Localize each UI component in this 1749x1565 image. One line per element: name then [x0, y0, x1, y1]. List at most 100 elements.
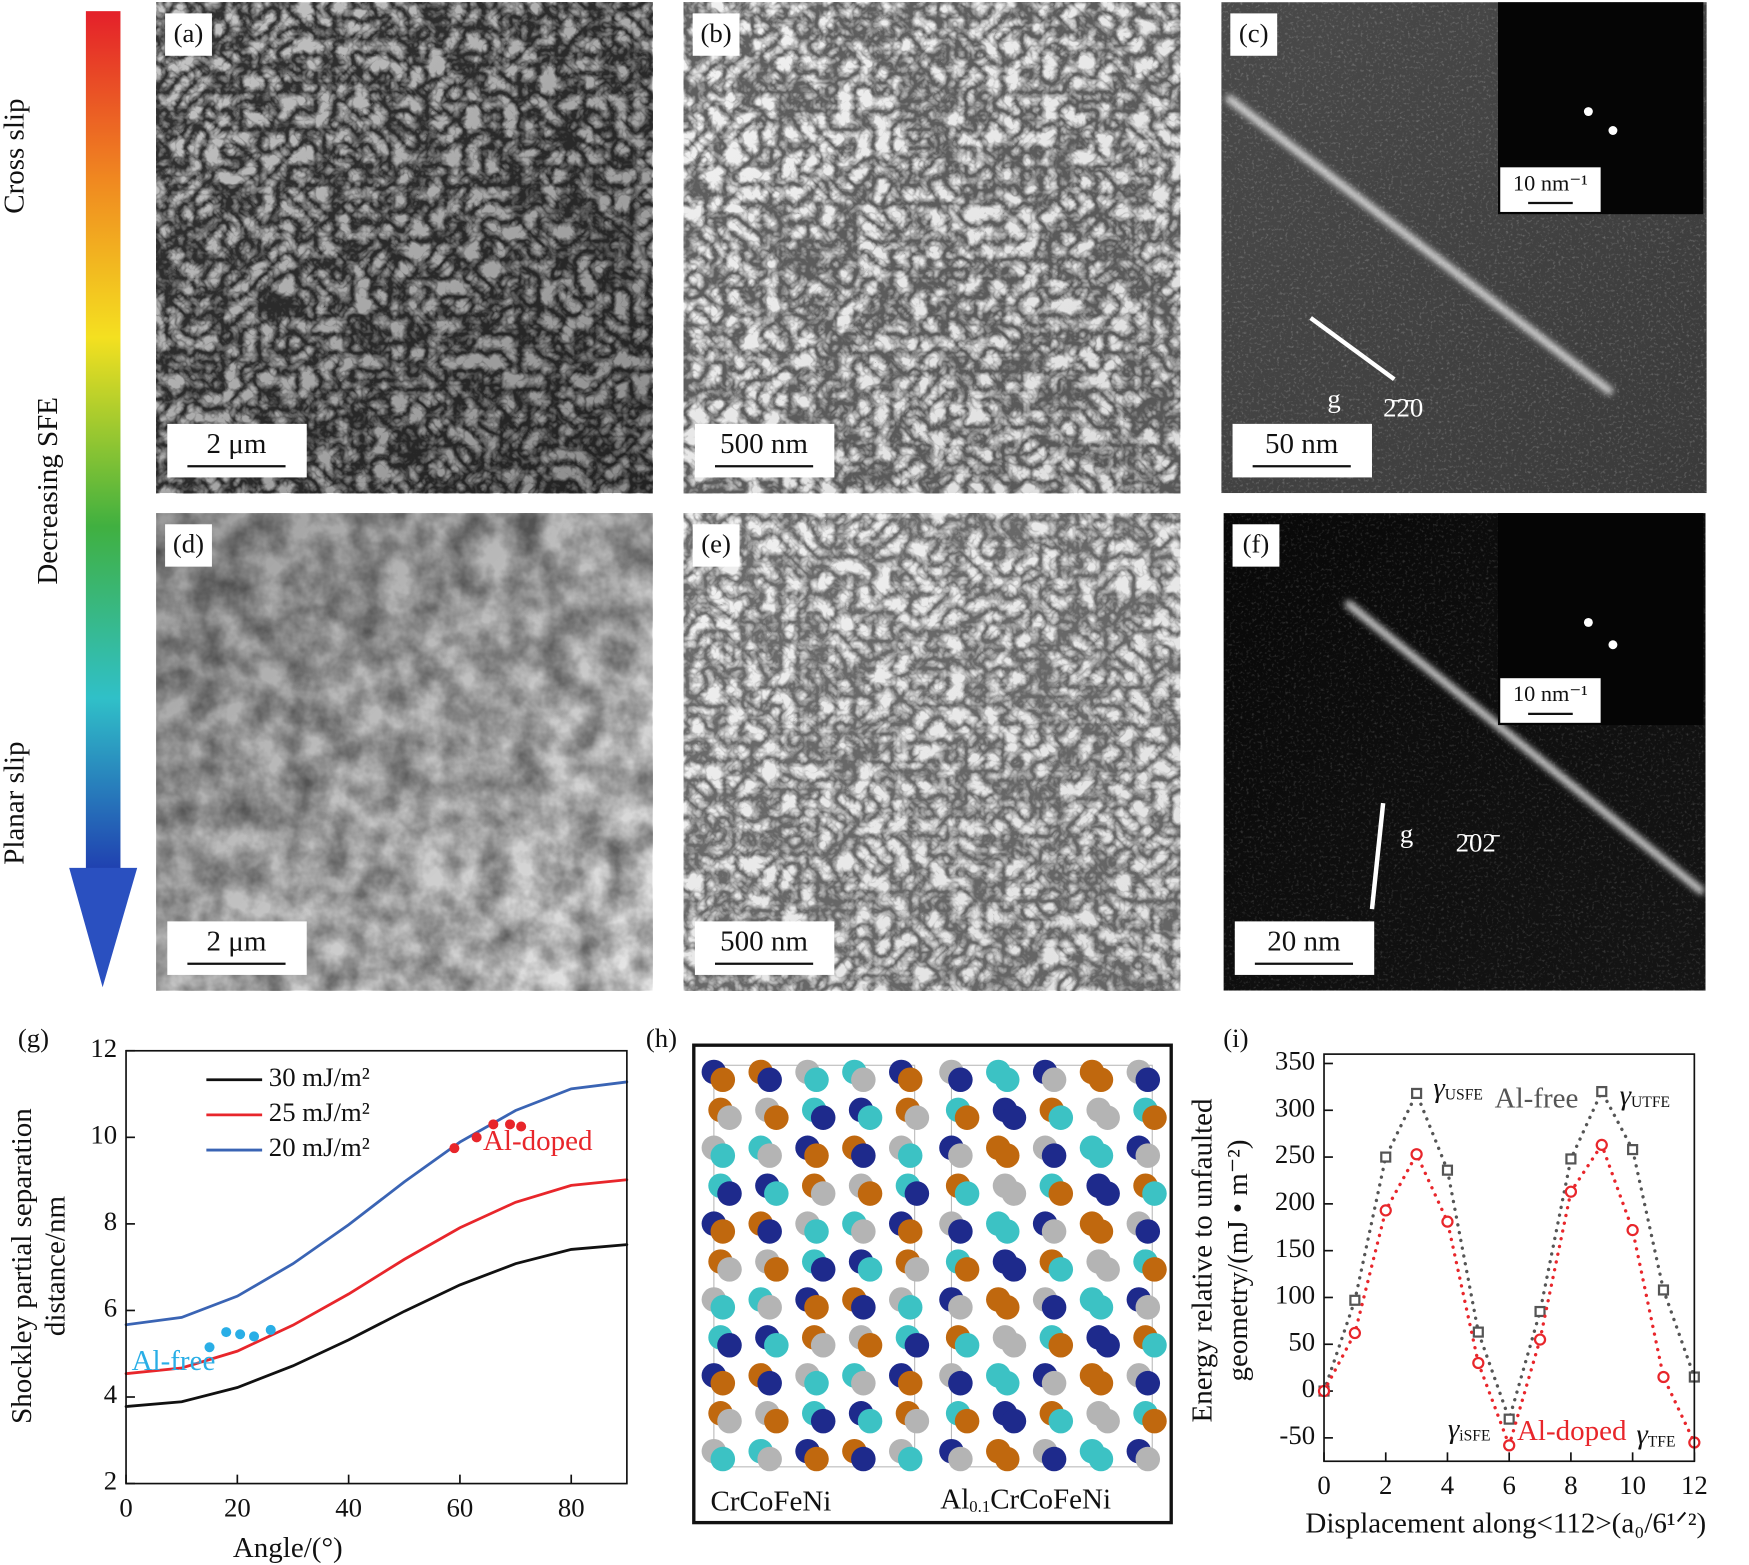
atom — [757, 1370, 782, 1396]
atom — [1095, 1332, 1120, 1358]
label-box — [692, 524, 740, 567]
y-tick-label: 350 — [1275, 1046, 1315, 1076]
atom — [1142, 1257, 1167, 1282]
annotation-sub: USFE — [1445, 1086, 1483, 1103]
g-vector: 2̄2̄0 — [1383, 393, 1423, 423]
scale-label: 2 μm — [207, 925, 267, 957]
x-tick-label: 8 — [1564, 1470, 1577, 1500]
atom — [757, 1446, 782, 1472]
y-tick-label: 0 — [1302, 1373, 1315, 1403]
marker — [1472, 1326, 1484, 1338]
y-tick-label: 10 — [90, 1119, 117, 1149]
g-arrow — [1369, 802, 1386, 910]
marker — [1441, 1215, 1454, 1228]
atom — [1041, 1446, 1067, 1472]
diffraction-spot — [1608, 126, 1618, 135]
marker — [1533, 1333, 1547, 1346]
scale-label: 500 nm — [720, 428, 808, 460]
marker — [1595, 1138, 1608, 1152]
legend-label: 25 mJ/m² — [269, 1097, 370, 1127]
atom — [804, 1446, 829, 1472]
annotation: γiSFE — [1448, 1413, 1491, 1445]
marker — [1657, 1284, 1670, 1296]
atom — [764, 1332, 789, 1358]
atom — [710, 1370, 736, 1396]
marker — [1564, 1185, 1578, 1198]
atom — [948, 1370, 973, 1396]
atom — [948, 1295, 973, 1320]
y-tick-label: 4 — [104, 1379, 117, 1409]
atom — [857, 1257, 883, 1282]
atom — [1041, 1143, 1067, 1168]
g-label: g — [1327, 384, 1340, 414]
g-vector: 2̄02̄ — [1456, 828, 1501, 858]
x-axis-label: Displacement along<112>(a₀/6¹ᐟ²) — [1305, 1508, 1706, 1540]
marker — [1534, 1305, 1546, 1318]
scale-box — [167, 921, 307, 975]
marker — [1348, 1326, 1362, 1340]
atom — [1048, 1332, 1074, 1358]
atom — [851, 1143, 876, 1168]
atom — [1135, 1143, 1161, 1168]
x-tick-label: 20 — [224, 1492, 251, 1522]
atom — [1088, 1219, 1114, 1244]
annotation-sub: iSFE — [1459, 1427, 1490, 1444]
atom — [1041, 1067, 1067, 1093]
marker — [1472, 1356, 1485, 1370]
y-axis-label: Energy relative to unfaulted — [1186, 1098, 1218, 1422]
g-arrow — [1309, 316, 1396, 382]
atom — [1135, 1219, 1161, 1244]
g-label: g — [1400, 819, 1413, 849]
series-line — [124, 1243, 629, 1408]
atom — [1142, 1181, 1167, 1206]
data-point — [221, 1327, 232, 1338]
atom — [857, 1181, 883, 1206]
series-line — [124, 1178, 629, 1376]
micrograph: (e) 500 nm — [683, 513, 1181, 991]
atom — [1142, 1332, 1167, 1358]
structure-panel: (h)CrCoFeNi Al0.1CrCoFeNi — [646, 1023, 1173, 1525]
y-tick-label: 100 — [1275, 1280, 1315, 1310]
x-tick-label: 6 — [1502, 1470, 1515, 1500]
y-tick-label: 12 — [90, 1033, 117, 1063]
scale-box — [694, 921, 835, 975]
inset-scale: 10 nm⁻¹ — [1513, 681, 1588, 706]
atom — [1048, 1105, 1074, 1130]
panel-label: (g) — [18, 1023, 49, 1053]
data-point — [471, 1132, 482, 1143]
diffraction-spot — [1608, 640, 1618, 650]
marker — [1627, 1144, 1639, 1156]
atom — [851, 1446, 876, 1472]
name-part: Al — [940, 1483, 969, 1515]
panel-label: (e) — [701, 529, 731, 559]
y-tick-label: 250 — [1275, 1139, 1315, 1169]
atom — [1001, 1181, 1027, 1206]
inset-scale: 10 nm⁻¹ — [1513, 170, 1588, 195]
x-tick-label: 0 — [1317, 1470, 1330, 1500]
atom — [851, 1295, 876, 1320]
y-tick-label: 200 — [1275, 1186, 1315, 1216]
atom — [904, 1105, 930, 1130]
atom — [757, 1067, 782, 1093]
scale-label: 2 μm — [207, 428, 267, 460]
panel-label: (i) — [1223, 1023, 1248, 1053]
structure-name: Al0.1CrCoFeNi — [940, 1483, 1111, 1516]
atom — [710, 1143, 736, 1168]
marker — [1565, 1153, 1577, 1165]
annotation-sub: UTFE — [1631, 1094, 1670, 1111]
panel-label: (f) — [1243, 529, 1270, 559]
data-point — [265, 1324, 276, 1335]
annotation: γUTFE — [1620, 1079, 1670, 1111]
image-texture — [156, 513, 653, 991]
marker — [1379, 1204, 1392, 1217]
marker — [1626, 1223, 1639, 1237]
scale-box — [1232, 423, 1372, 478]
atom — [1048, 1181, 1074, 1206]
atom — [994, 1219, 1020, 1244]
y-tick-label: 300 — [1275, 1092, 1315, 1122]
legend-label: 20 mJ/m² — [269, 1132, 370, 1162]
atom — [994, 1143, 1020, 1168]
y-tick-label: -50 — [1279, 1420, 1315, 1450]
atom — [1095, 1257, 1120, 1282]
arrow-shaft — [85, 11, 121, 871]
